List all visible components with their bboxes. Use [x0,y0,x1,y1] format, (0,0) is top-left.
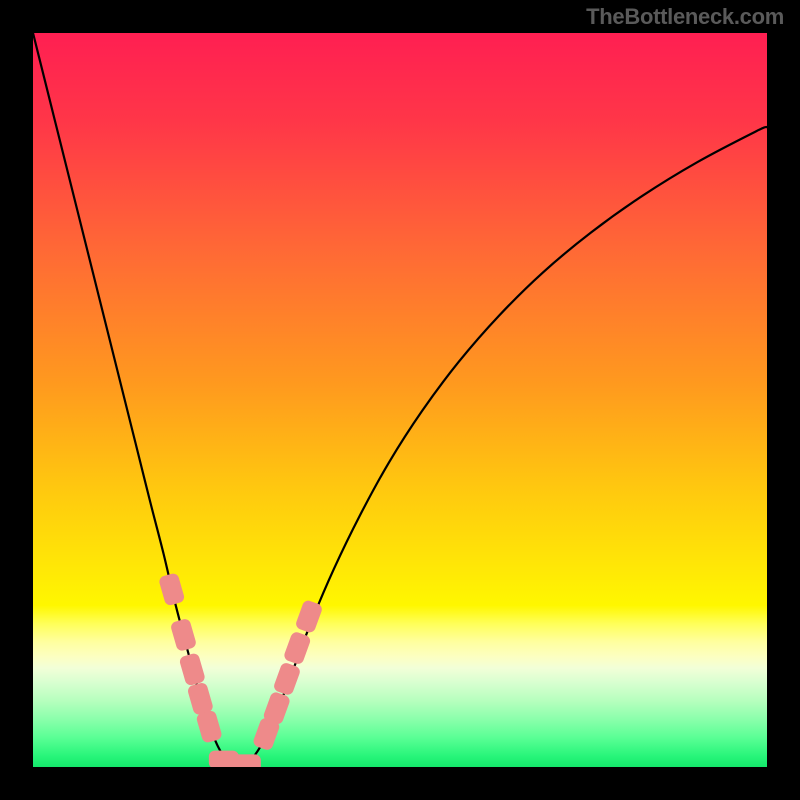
curve-marker [179,652,206,686]
markers-group [158,572,324,767]
curve-marker [170,618,197,652]
curve-marker [283,631,312,666]
plot-area [33,33,767,767]
curve-marker [158,572,185,606]
curve-marker [272,661,301,696]
curve-layer [33,33,767,767]
curve-marker [231,754,261,767]
watermark-text: TheBottleneck.com [586,4,784,30]
bottleneck-curve [33,33,767,767]
curve-marker [195,709,222,743]
curve-marker [187,682,214,716]
